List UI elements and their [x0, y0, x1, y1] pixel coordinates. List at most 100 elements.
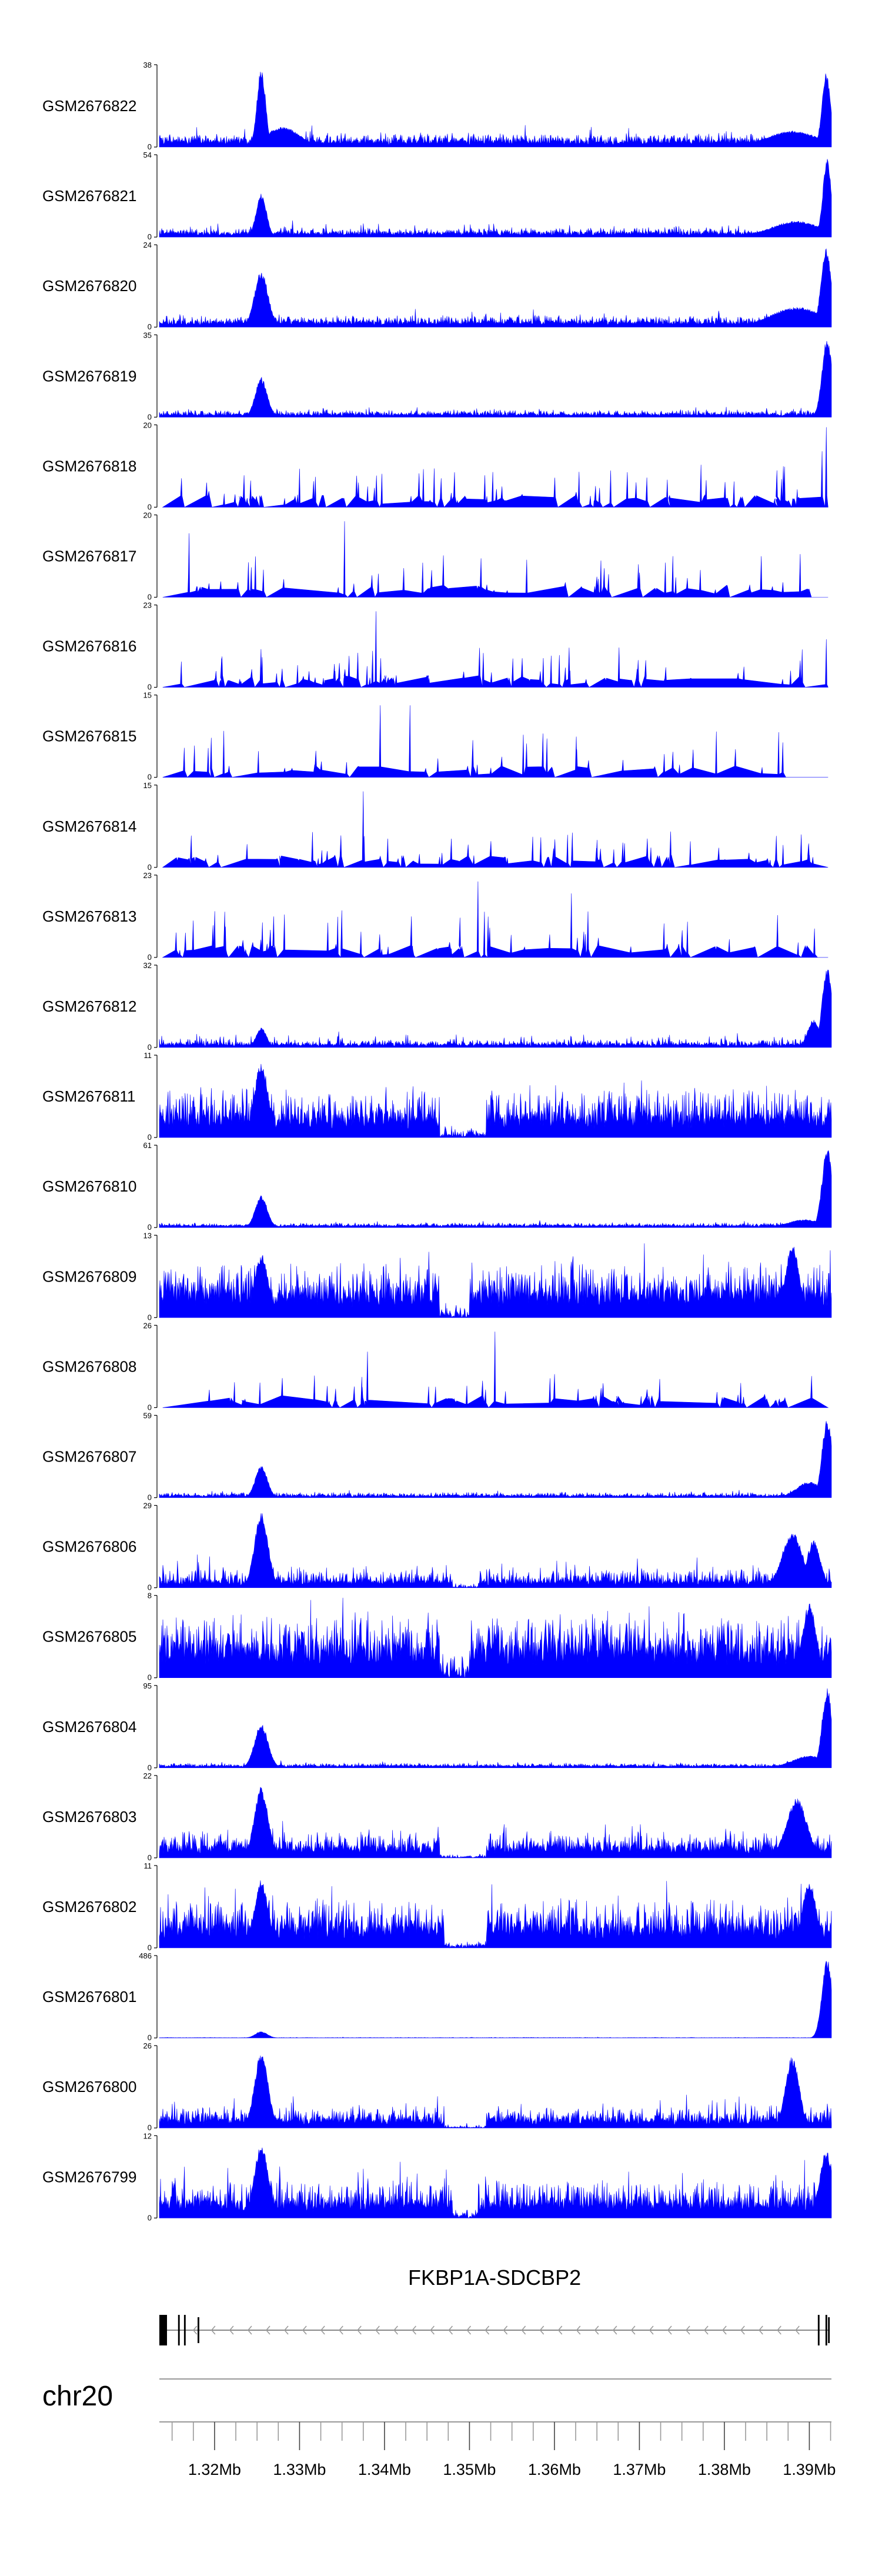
coverage-area: [162, 427, 828, 508]
coverage-area: [159, 1421, 832, 1498]
coverage-area: [159, 1787, 832, 1858]
coverage-area: [159, 341, 832, 418]
gene-exons: [159, 2315, 830, 2345]
strand-arrow: [265, 2325, 270, 2335]
strand-arrow: [777, 2325, 781, 2335]
y-min-label: 0: [148, 1853, 152, 1862]
y-max-label: 54: [143, 151, 152, 159]
y-max-label: 8: [148, 1591, 152, 1600]
strand-arrow: [704, 2325, 709, 2335]
genome-axis: chr20 1.32Mb 1.33Mb 1.34Mb 1.35Mb 1.36Mb 1.37…: [42, 2378, 836, 2478]
track-label: GSM2676814: [42, 817, 136, 835]
coverage-area: [159, 2147, 832, 2219]
strand-arrow: [339, 2325, 343, 2335]
strand-arrow: [393, 2325, 398, 2335]
track-label: GSM2676819: [42, 367, 136, 385]
strand-arrow: [539, 2325, 544, 2335]
strand-arrow: [192, 2325, 198, 2335]
coverage-tracks: GSM2676822380GSM2676821540GSM2676820240G…: [42, 61, 832, 2222]
y-max-label: 22: [143, 1771, 152, 1780]
y-max-label: 59: [143, 1412, 152, 1420]
track-GSM2676815: GSM2676815 15 0: [42, 691, 828, 782]
y-min-label: 0: [148, 1763, 152, 1772]
y-max-label: 32: [143, 961, 152, 970]
y-max-label: 13: [143, 1231, 152, 1240]
track-label: GSM2676807: [42, 1448, 136, 1466]
coverage-area: [159, 1688, 832, 1769]
y-min-label: 0: [148, 773, 152, 782]
coverage-area: [162, 881, 828, 958]
y-max-label: 23: [143, 871, 152, 880]
track-GSM2676819: GSM2676819 35 0: [42, 331, 832, 421]
track-label: GSM2676799: [42, 2168, 136, 2185]
strand-arrow: [759, 2325, 763, 2335]
coverage-area: [159, 72, 832, 148]
y-min-label: 0: [148, 2033, 152, 2042]
y-min-label: 0: [148, 1133, 152, 1142]
y-min-label: 0: [148, 2123, 152, 2132]
track-label: GSM2676803: [42, 1808, 136, 1826]
y-max-label: 486: [139, 1951, 152, 1960]
strand-arrow: [430, 2325, 435, 2335]
coverage-area: [159, 1597, 832, 1679]
x-tick-label: 1.32Mb: [188, 2461, 241, 2478]
y-min-label: 0: [148, 1943, 152, 1952]
track-label: GSM2676812: [42, 997, 136, 1015]
coverage-area: [159, 1243, 832, 1318]
y-min-label: 0: [148, 1223, 152, 1232]
y-min-label: 0: [148, 2213, 152, 2222]
track-label: GSM2676816: [42, 638, 136, 655]
coverage-area: [159, 1150, 832, 1228]
track-label: GSM2676818: [42, 457, 136, 475]
strand-arrow: [466, 2325, 472, 2335]
coverage-area: [162, 791, 828, 868]
track-label: GSM2676822: [42, 97, 136, 115]
strand-arrow: [448, 2325, 453, 2335]
track-label: GSM2676821: [42, 187, 136, 205]
track-GSM2676816: GSM2676816 23 0: [42, 601, 828, 692]
track-label: GSM2676801: [42, 1988, 136, 2006]
x-tick-label: 1.36Mb: [528, 2461, 581, 2478]
y-min-label: 0: [148, 142, 152, 151]
strand-arrow: [229, 2325, 234, 2335]
y-min-label: 0: [148, 1043, 152, 1052]
track-GSM2676813: GSM2676813 23 0: [42, 871, 828, 962]
axis-ticks: 1.32Mb 1.33Mb 1.34Mb 1.35Mb 1.36Mb 1.37Mb 1.38…: [171, 2422, 836, 2478]
track-GSM2676812: GSM2676812 32 0: [42, 961, 832, 1052]
y-max-label: 12: [143, 2131, 152, 2140]
y-min-label: 0: [148, 593, 152, 602]
y-min-label: 0: [148, 1673, 152, 1682]
y-max-label: 29: [143, 1501, 152, 1510]
strand-arrow: [740, 2325, 745, 2335]
y-min-label: 0: [148, 1493, 152, 1502]
chromosome-label: chr20: [42, 2381, 113, 2412]
track-GSM2676809: GSM2676809 13 0: [42, 1231, 832, 1322]
y-min-label: 0: [148, 953, 152, 962]
strand-arrow: [795, 2325, 800, 2335]
track-GSM2676804: GSM2676804 95 0: [42, 1681, 832, 1772]
y-min-label: 0: [148, 863, 152, 872]
strand-arrow: [247, 2325, 252, 2335]
track-label: GSM2676813: [42, 907, 136, 925]
x-tick-label: 1.35Mb: [443, 2461, 496, 2478]
exon: [178, 2315, 180, 2345]
strand-arrow: [375, 2325, 380, 2335]
y-max-label: 23: [143, 601, 152, 610]
coverage-area: [162, 521, 828, 598]
y-max-label: 20: [143, 511, 152, 520]
track-GSM2676811: GSM2676811 11 0: [42, 1051, 832, 1142]
strand-arrow: [503, 2325, 508, 2335]
exon: [159, 2315, 168, 2345]
track-GSM2676821: GSM2676821 54 0: [42, 151, 832, 241]
y-max-label: 15: [143, 781, 152, 790]
y-max-label: 11: [144, 1861, 152, 1870]
exon: [828, 2317, 830, 2343]
track-label: GSM2676817: [42, 548, 136, 565]
strand-arrow: [412, 2325, 416, 2335]
coverage-area: [159, 159, 832, 238]
track-GSM2676806: GSM2676806 29 0: [42, 1501, 832, 1592]
strand-arrow: [211, 2325, 216, 2335]
track-label: GSM2676808: [42, 1357, 136, 1375]
track-label: GSM2676815: [42, 728, 136, 745]
